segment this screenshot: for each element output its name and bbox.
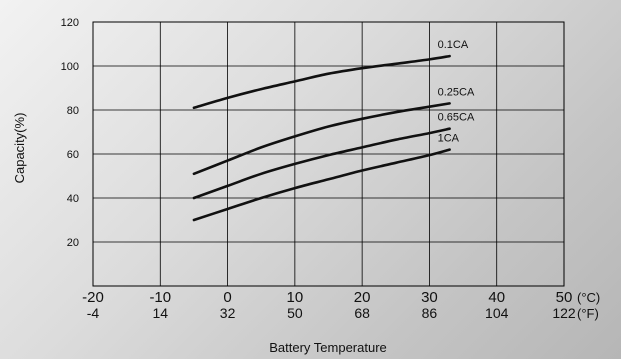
x-tick-label-fahrenheit: 32 <box>220 305 236 321</box>
x-axis-title: Battery Temperature <box>269 340 387 355</box>
series-layer <box>192 54 451 222</box>
y-tick-label: 80 <box>67 105 79 117</box>
x-unit-celsius: (°C) <box>577 290 600 305</box>
y-tick-label: 100 <box>61 61 79 73</box>
series-label: 0.1CA <box>438 39 469 51</box>
x-tick-label-celsius: 0 <box>223 289 231 306</box>
y-axis-title: Capacity(%) <box>12 113 27 184</box>
plot-frame <box>92 21 565 287</box>
x-tick-label-celsius: 50 <box>556 289 573 306</box>
x-tick-label-fahrenheit: -4 <box>87 305 100 321</box>
y-tick-label: 20 <box>67 237 79 249</box>
series-line-0_65CA <box>192 127 451 200</box>
x-tick-label-fahrenheit: 86 <box>422 305 438 321</box>
x-tick-label-fahrenheit: 122 <box>552 305 576 321</box>
x-tick-label-fahrenheit: 14 <box>152 305 168 321</box>
label-layer: -20-4-1014032105020683086401045012220406… <box>61 17 576 321</box>
x-tick-label-fahrenheit: 104 <box>485 305 509 321</box>
x-tick-label-celsius: -20 <box>82 289 104 306</box>
series-label: 0.65CA <box>438 112 475 124</box>
series-line-0_25CA <box>192 102 451 176</box>
series-label: 0.25CA <box>438 86 475 98</box>
x-tick-label-celsius: 40 <box>488 289 505 306</box>
y-tick-label: 60 <box>67 149 79 161</box>
x-tick-label-celsius: 10 <box>287 289 304 306</box>
x-tick-label-fahrenheit: 68 <box>354 305 370 321</box>
series-line-0_1CA <box>192 54 451 110</box>
x-tick-label-celsius: -10 <box>149 289 171 306</box>
x-tick-label-celsius: 30 <box>421 289 438 306</box>
series-line-1CA <box>192 148 451 222</box>
x-unit-fahrenheit: (°F) <box>577 306 599 321</box>
series-label: 1CA <box>438 133 460 145</box>
y-tick-label: 40 <box>67 193 79 205</box>
y-tick-label: 120 <box>61 17 79 29</box>
x-tick-label-celsius: 20 <box>354 289 371 306</box>
x-tick-label-fahrenheit: 50 <box>287 305 303 321</box>
